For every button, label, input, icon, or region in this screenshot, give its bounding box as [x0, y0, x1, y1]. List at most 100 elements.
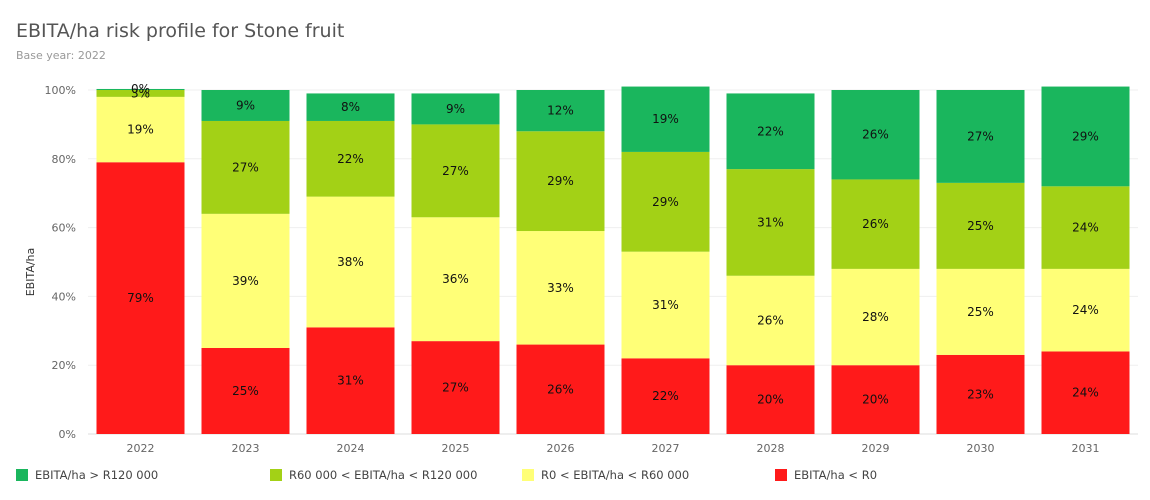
data-label: 26%	[862, 217, 889, 231]
bars-layer	[96, 86, 1130, 435]
data-label: 27%	[967, 129, 994, 143]
stacked-bar-chart: 0% 20% 40% 60% 80% 100% EBITA/ha 2022 2023 2024 20…	[24, 82, 1138, 455]
x-tick-label: 2024	[337, 442, 365, 455]
x-tick-label: 2030	[967, 442, 995, 455]
data-label: 27%	[442, 381, 469, 395]
legend: EBITA/ha > R120 000 R60 000 < EBITA/ha <…	[0, 462, 1150, 490]
chart-title: EBITA/ha risk profile for Stone fruit	[16, 20, 345, 42]
bar-segment	[1041, 86, 1130, 187]
bar-segment	[726, 93, 815, 170]
y-axis-title: EBITA/ha	[24, 248, 37, 297]
data-label: 33%	[547, 281, 574, 295]
bar-segment	[96, 90, 185, 97]
bar-segment	[411, 341, 500, 434]
data-label: 24%	[1072, 221, 1099, 235]
data-label: 31%	[757, 215, 784, 229]
data-label: 19%	[127, 123, 154, 137]
y-tick-label: 80%	[52, 153, 76, 166]
bar-segment	[726, 169, 815, 276]
legend-swatch	[16, 469, 28, 481]
bar-segment	[726, 275, 815, 366]
data-label: 3%	[131, 86, 150, 100]
data-label: 27%	[442, 164, 469, 178]
y-tick-label: 60%	[52, 222, 76, 235]
data-label: 79%	[127, 291, 154, 305]
data-label: 26%	[862, 128, 889, 142]
bar-segment	[1041, 351, 1130, 434]
y-tick-label: 100%	[45, 84, 76, 97]
data-label: 22%	[652, 389, 679, 403]
x-tick-label: 2026	[547, 442, 575, 455]
bar-segment	[306, 93, 395, 121]
data-label: 29%	[652, 195, 679, 209]
x-tick-label: 2028	[757, 442, 785, 455]
bar-segment	[621, 151, 710, 252]
data-label: 38%	[337, 255, 364, 269]
y-tick-label: 40%	[52, 290, 76, 303]
bar-segment	[411, 93, 500, 125]
data-label: 29%	[547, 174, 574, 188]
data-label: 0%	[131, 82, 150, 96]
bar-segment	[201, 90, 290, 121]
data-label: 28%	[862, 310, 889, 324]
data-label: 20%	[757, 393, 784, 407]
data-label: 36%	[442, 272, 469, 286]
legend-label: R0 < EBITA/ha < R60 000	[541, 468, 690, 482]
data-label: 26%	[757, 313, 784, 327]
bar-segment	[831, 268, 920, 366]
bar-segment	[96, 96, 185, 163]
bar-segment	[831, 365, 920, 434]
legend-label: EBITA/ha > R120 000	[35, 468, 159, 482]
bar-segment	[621, 86, 710, 152]
data-label: 8%	[341, 100, 360, 114]
legend-item-r60000-to-r120000[interactable]: R60 000 < EBITA/ha < R120 000	[270, 462, 477, 488]
x-tick-label: 2031	[1072, 442, 1100, 455]
chart-subtitle: Base year: 2022	[16, 49, 106, 62]
legend-item-below-r0[interactable]: EBITA/ha < R0	[775, 462, 877, 488]
data-label: 22%	[337, 152, 364, 166]
bar-segment	[1041, 186, 1130, 269]
bar-segment	[306, 120, 395, 197]
data-label: 9%	[446, 102, 465, 116]
bar-segment	[936, 182, 1025, 269]
bar-segment	[96, 162, 185, 435]
data-label: 26%	[547, 382, 574, 396]
data-label: 24%	[1072, 303, 1099, 317]
legend-item-r0-to-r60000[interactable]: R0 < EBITA/ha < R60 000	[522, 462, 689, 488]
bar-segment	[201, 348, 290, 434]
bar-segment	[831, 90, 920, 180]
data-label: 24%	[1072, 386, 1099, 400]
bar-segment	[411, 217, 500, 342]
bar-segment	[831, 179, 920, 269]
data-label: 25%	[967, 219, 994, 233]
data-label: 31%	[337, 374, 364, 388]
bar-segment	[516, 231, 605, 345]
bar-segment	[306, 196, 395, 328]
x-tick-label: 2029	[862, 442, 890, 455]
data-label: 19%	[652, 112, 679, 126]
legend-label: R60 000 < EBITA/ha < R120 000	[289, 468, 478, 482]
x-tick-label: 2022	[127, 442, 155, 455]
data-labels-layer: 79% 19% 3%0% 25% 39% 27% 9% 31% 38% 22% 8% 27% 36% 27…	[127, 82, 1099, 407]
bar-segment	[726, 365, 815, 434]
bar-segment	[936, 90, 1025, 183]
y-tick-label: 0%	[59, 428, 76, 441]
bar-segment	[936, 268, 1025, 355]
bar-segment	[1041, 268, 1130, 352]
bar-segment	[936, 354, 1025, 434]
data-label: 12%	[547, 104, 574, 118]
data-label: 9%	[236, 98, 255, 112]
x-tick-label: 2023	[232, 442, 260, 455]
data-label: 27%	[232, 160, 259, 174]
bar-segment	[201, 120, 290, 214]
legend-label: EBITA/ha < R0	[794, 468, 878, 482]
bar-segment	[96, 88, 185, 90]
data-label: 23%	[967, 387, 994, 401]
x-tick-label: 2027	[652, 442, 680, 455]
data-label: 39%	[232, 274, 259, 288]
bar-segment	[621, 251, 710, 359]
legend-item-above-r120000[interactable]: EBITA/ha > R120 000	[16, 462, 158, 488]
data-label: 31%	[652, 298, 679, 312]
bar-segment	[201, 213, 290, 348]
data-label: 22%	[757, 124, 784, 138]
